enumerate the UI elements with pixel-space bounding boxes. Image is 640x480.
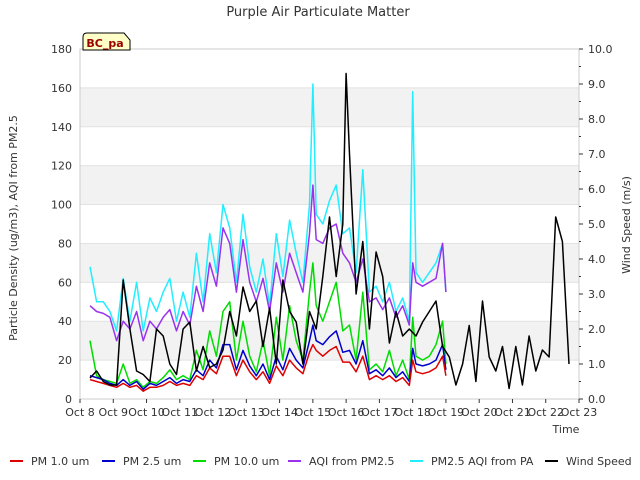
y-tick-label: 100 — [51, 199, 72, 212]
x-tick-label: Oct 21 — [494, 406, 531, 419]
y2-tick-label: 8.0 — [588, 113, 606, 126]
x-tick-label: Oct 12 — [195, 406, 232, 419]
y2-axis-label: Wind Speed (m/s) — [620, 176, 633, 274]
y2-tick-label: 10.0 — [588, 43, 613, 56]
x-tick-label: Oct 16 — [328, 406, 365, 419]
legend-label-aqi: AQI from PM2.5 — [309, 455, 394, 468]
legend-label-pa: PM2.5 AQI from PA — [431, 455, 534, 468]
series-lines — [89, 72, 570, 392]
x-tick-label: Oct 10 — [128, 406, 165, 419]
series-line-wind — [89, 72, 570, 390]
site-label: BC_pa — [86, 37, 123, 50]
y2-tick-label: 2.0 — [588, 323, 606, 336]
series-line-aqi — [89, 184, 447, 342]
legend-label-wind: Wind Speed — [566, 455, 632, 468]
legend-label-pm1: PM 1.0 um — [31, 455, 89, 468]
y-tick-label: 140 — [51, 121, 72, 134]
chart-title: Purple Air Particulate Matter — [226, 5, 410, 20]
x-tick-label: Oct 22 — [527, 406, 564, 419]
y-axis-label: Particle Density (ug/m3), AQI from PM2.5 — [7, 115, 20, 341]
site-label-badge: BC_pa — [82, 32, 131, 51]
y-tick-label: 0 — [65, 393, 72, 406]
x-axis-label: Time — [552, 423, 580, 436]
x-tick-label: Oct 15 — [295, 406, 332, 419]
y-tick-label: 20 — [58, 354, 72, 367]
x-tick-label: Oct 13 — [228, 406, 265, 419]
y2-tick-label: 4.0 — [588, 253, 606, 266]
y2-tick-label: 3.0 — [588, 288, 606, 301]
x-tick-label: Oct 20 — [461, 406, 498, 419]
x-tick-label: Oct 19 — [428, 406, 465, 419]
grid-band — [80, 243, 579, 283]
legend-label-pm25: PM 2.5 um — [123, 455, 181, 468]
x-tick-label: Oct 17 — [361, 406, 398, 419]
x-tick-label: Oct 11 — [162, 406, 199, 419]
y2-tick-label: 9.0 — [588, 78, 606, 91]
y-tick-label: 120 — [51, 160, 72, 173]
y-tick-label: 160 — [51, 82, 72, 95]
grid-band — [80, 87, 579, 127]
grid-band — [80, 165, 579, 205]
x-tick-label: Oct 18 — [394, 406, 431, 419]
y-tick-label: 60 — [58, 276, 72, 289]
y-tick-label: 40 — [58, 315, 72, 328]
series-line-pm1 — [89, 343, 447, 392]
series-line-pa — [89, 83, 447, 332]
y2-tick-label: 0.0 — [588, 393, 606, 406]
y-tick-label: 80 — [58, 237, 72, 250]
x-tick-label: Oct 14 — [261, 406, 298, 419]
grid-bands — [80, 87, 579, 361]
legend: PM 1.0 um PM 2.5 um PM 10.0 um AQI from PM2… — [10, 455, 632, 468]
y2-tick-label: 6.0 — [588, 183, 606, 196]
series-line-pm10 — [89, 262, 447, 389]
x-tick-label: Oct 8 — [65, 406, 95, 419]
y-tick-label: 180 — [51, 43, 72, 56]
legend-label-pm10: PM 10.0 um — [214, 455, 279, 468]
y2-tick-label: 5.0 — [588, 218, 606, 231]
y2-tick-label: 1.0 — [588, 358, 606, 371]
x-tick-label: Oct 23 — [561, 406, 598, 419]
y2-tick-label: 7.0 — [588, 148, 606, 161]
grid-band — [80, 321, 579, 361]
x-tick-label: Oct 9 — [99, 406, 129, 419]
